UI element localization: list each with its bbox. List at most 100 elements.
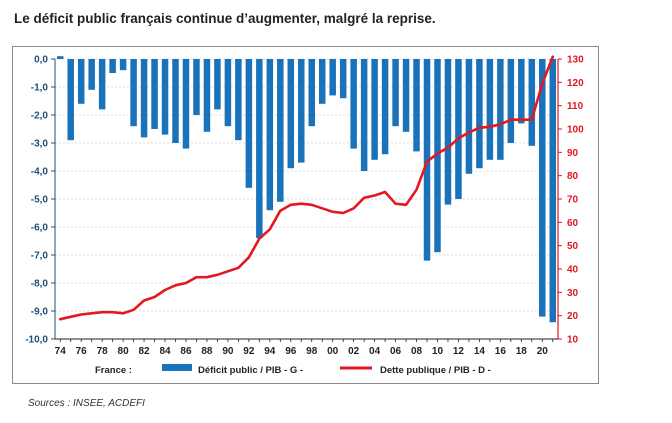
deficit-bar [88,59,95,90]
legend-bar-label: Déficit public / PIB - G - [198,365,303,376]
deficit-bar [476,59,483,169]
deficit-bar [528,59,536,146]
x-tick-label: 00 [327,346,339,357]
deficit-bar [308,59,315,127]
left-tick-label: -4,0 [31,167,49,178]
x-tick-label: 92 [243,346,255,357]
x-tick-label: 74 [55,346,67,357]
right-tick-label: 40 [567,265,579,276]
right-tick-label: 70 [567,195,579,206]
x-tick-label: 86 [180,346,192,357]
legend-prefix: France : [95,365,132,376]
deficit-bar [350,59,357,149]
deficit-bar [455,59,462,199]
deficit-bar [539,59,546,317]
x-tick-label: 96 [285,346,297,357]
chart-frame [12,46,599,384]
deficit-bar [287,59,295,169]
x-tick-label: 98 [306,346,318,357]
legend-bar-swatch [162,364,192,371]
deficit-bar [465,59,473,174]
x-tick-label: 84 [159,346,171,357]
x-tick-label: 18 [516,346,528,357]
deficit-bar [235,59,242,141]
x-tick-label: 76 [76,346,88,357]
right-tick-label: 10 [567,335,579,346]
deficit-bar [161,59,169,135]
deficit-bar [77,59,85,104]
left-tick-label: -10,0 [25,335,48,346]
left-tick-label: -2,0 [31,111,49,122]
deficit-bar [444,59,452,205]
deficit-bar [130,59,137,127]
deficit-bar [109,59,116,73]
deficit-bar [507,59,515,143]
deficit-bar [277,59,284,202]
deficit-bar [67,59,74,141]
x-tick-label: 04 [369,346,381,357]
debt-line [58,55,555,321]
deficit-bar [371,59,378,160]
left-tick-label: -5,0 [31,195,49,206]
right-tick-label: 130 [567,55,584,66]
left-tick-label: -9,0 [31,307,49,318]
deficit-bar [329,59,336,96]
deficit-bar [392,59,399,127]
left-tick-label: -8,0 [31,279,49,290]
left-tick-label: -7,0 [31,251,49,262]
right-tick-label: 110 [567,101,584,112]
right-tick-label: 50 [567,241,579,252]
left-tick-label: -1,0 [31,83,49,94]
right-tick-label: 30 [567,288,579,299]
x-tick-label: 88 [201,346,213,357]
deficit-bar [193,59,200,115]
deficit-bar [402,59,410,132]
x-tick-label: 94 [264,346,276,357]
deficit-bar [497,59,504,160]
x-tick-label: 90 [222,346,234,357]
right-tick-label: 60 [567,218,579,229]
deficit-bar [298,59,305,163]
deficit-bar [256,59,263,239]
deficit-bar [518,59,525,124]
right-tick-label: 100 [567,125,584,136]
x-tick-label: 78 [97,346,109,357]
x-tick-label: 12 [453,346,465,357]
x-tick-label: 10 [432,346,444,357]
deficit-bar [172,59,179,143]
deficit-bar [486,59,494,160]
right-tick-label: 120 [567,78,584,89]
deficit-bar [339,59,347,99]
deficit-bar [98,59,106,110]
x-tick-label: 16 [495,346,507,357]
deficit-bar [214,59,221,110]
x-tick-label: 82 [139,346,151,357]
deficit-bar [266,59,274,211]
x-tick-label: 20 [537,346,549,357]
deficit-bar [119,59,127,71]
chart-title: Le déficit public français continue d’au… [14,11,436,26]
deficit-bar [434,59,441,253]
deficit-bar [203,59,211,132]
deficit-bar [413,59,420,152]
deficit-bar [318,59,326,104]
deficit-bar [224,59,232,127]
deficit-bar [245,59,253,188]
source-note: Sources : INSEE, ACDEFI [28,398,145,409]
right-tick-label: 20 [567,311,579,322]
legend-line-label: Dette publique / PIB - D - [380,365,491,376]
right-tick-label: 80 [567,171,579,182]
left-tick-label: -6,0 [31,223,49,234]
deficit-bar [151,59,158,129]
x-tick-label: 14 [474,346,486,357]
deficit-bar [549,59,557,323]
deficit-bar [360,59,368,171]
deficit-bar [381,59,389,155]
deficit-bar [140,59,148,138]
left-tick-label: 0,0 [34,55,48,66]
x-tick-label: 08 [411,346,423,357]
left-tick-label: -3,0 [31,139,49,150]
deficit-bar [56,56,64,59]
x-tick-label: 02 [348,346,360,357]
